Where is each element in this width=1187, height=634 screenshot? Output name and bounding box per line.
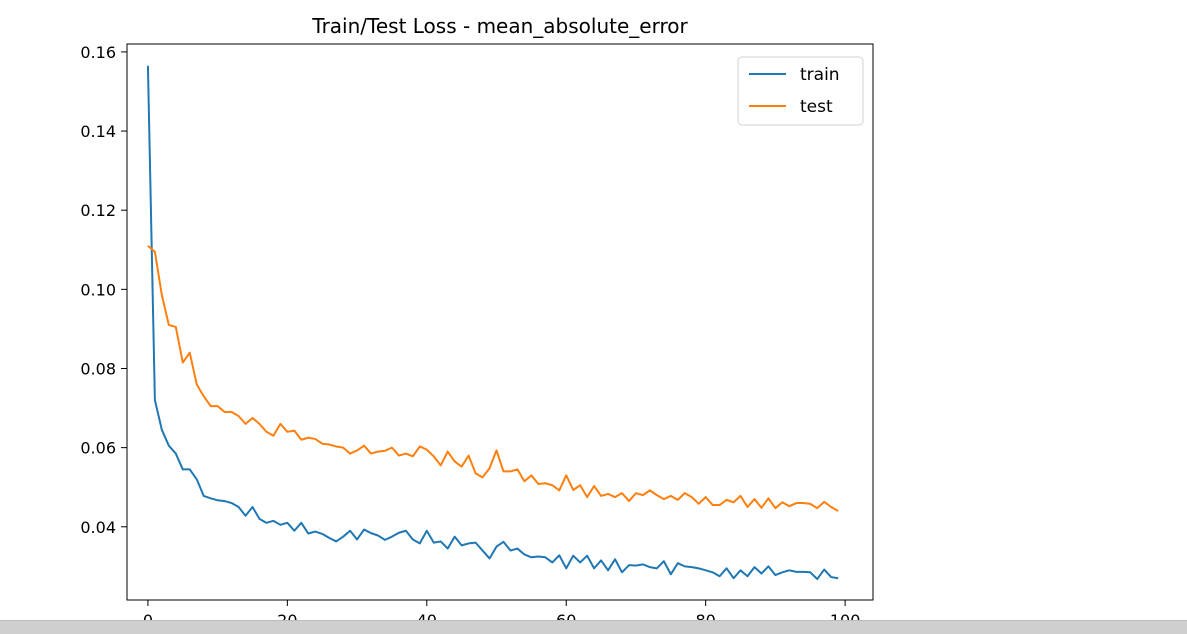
y-tick-label: 0.14 <box>80 122 116 141</box>
legend-label-train: train <box>800 65 840 85</box>
y-tick-label: 0.04 <box>80 518 116 537</box>
y-tick-label: 0.10 <box>80 280 116 299</box>
y-tick-label: 0.16 <box>80 43 116 62</box>
plot-frame <box>126 43 874 601</box>
series-line-train <box>146 65 839 581</box>
chart-title: Train/Test Loss - mean_absolute_error <box>311 14 688 38</box>
y-tick-label: 0.12 <box>80 201 116 220</box>
series-line-test <box>147 245 839 512</box>
plot-layer: Train/Test Loss - mean_absolute_error 0.0… <box>80 14 874 630</box>
y-tick-label: 0.06 <box>80 439 116 458</box>
bottom-scrollbar[interactable] <box>0 620 1187 634</box>
legend-label-test: test <box>800 97 833 117</box>
y-tick-label: 0.08 <box>80 359 116 378</box>
